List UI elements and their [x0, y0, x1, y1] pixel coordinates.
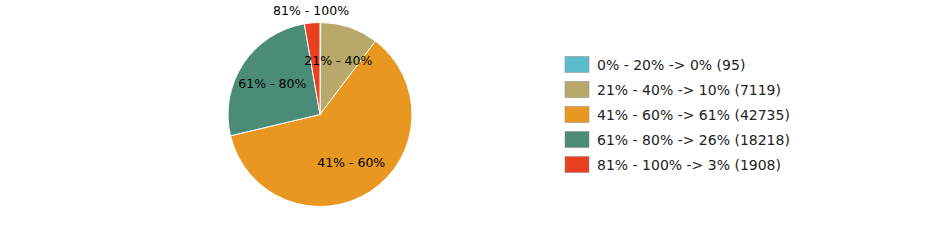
legend-label: 21% - 40% -> 10% (7119)	[597, 82, 781, 98]
legend-swatch	[565, 132, 589, 148]
slice-labels: 21% - 40% 41% - 60% 61% - 80% 81% - 100%	[238, 3, 385, 169]
pie-slices	[228, 23, 412, 207]
legend-label: 61% - 80% -> 26% (18218)	[597, 132, 790, 148]
legend-label: 81% - 100% -> 3% (1908)	[597, 157, 781, 173]
pie-slice	[304, 23, 320, 115]
legend-label: 41% - 60% -> 61% (42735)	[597, 107, 790, 123]
chart-container: 21% - 40% 41% - 60% 61% - 80% 81% - 100% 0% …	[0, 0, 941, 229]
legend-swatch	[565, 82, 589, 98]
slice-label: 21% - 40%	[304, 53, 372, 68]
slice-label: 41% - 60%	[317, 155, 385, 170]
slice-label: 81% - 100%	[273, 3, 349, 18]
legend: 0% - 20% -> 0% (95) 21% - 40% -> 10% (711…	[565, 57, 790, 173]
legend-label: 0% - 20% -> 0% (95)	[597, 57, 745, 73]
slice-label: 61% - 80%	[238, 76, 306, 91]
pie-slice	[228, 24, 320, 136]
chart-svg: 21% - 40% 41% - 60% 61% - 80% 81% - 100% 0% …	[0, 0, 941, 229]
legend-swatch	[565, 157, 589, 173]
legend-swatch	[565, 57, 589, 73]
legend-swatch	[565, 107, 589, 123]
